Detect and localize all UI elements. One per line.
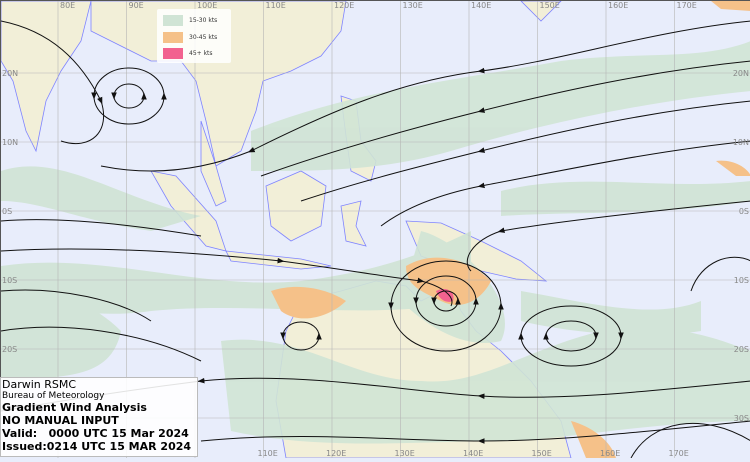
issued-time: Issued:0214 UTC 15 MAR 2024 — [2, 440, 192, 453]
latitude-label: 0S — [739, 207, 749, 216]
legend-swatch — [163, 31, 183, 43]
latitude-label: 20S — [2, 345, 17, 354]
longitude-label: 80E — [60, 1, 75, 10]
info-box: Darwin RSMC Bureau of Meteorology Gradie… — [0, 377, 198, 457]
streamlines — [0, 20, 750, 459]
longitude-label: 170E — [669, 449, 689, 458]
latitude-labels-left: 20N 10N 0S 10S 20S — [2, 69, 18, 354]
wind-speed-legend: 15-30 kts 30-45 kts 45+ kts — [157, 9, 231, 63]
land-sulawesi — [340, 200, 367, 247]
longitude-label: 150E — [540, 1, 560, 10]
latitude-label: 0S — [2, 207, 12, 216]
longitude-label: 160E — [600, 449, 620, 458]
legend-label: 15-30 kts — [189, 16, 218, 24]
longitude-label: 130E — [395, 449, 415, 458]
latitude-label: 10N — [733, 138, 749, 147]
land-borneo — [265, 170, 327, 242]
legend-label: 30-45 kts — [189, 33, 218, 41]
longitude-label: 140E — [463, 449, 483, 458]
product-title: Gradient Wind Analysis — [2, 401, 147, 414]
longitude-label: 160E — [608, 1, 628, 10]
office-name: Darwin RSMC — [2, 378, 77, 391]
longitude-label: 130E — [403, 1, 423, 10]
latitude-label: 20S — [734, 345, 749, 354]
latitude-label: 20N — [733, 69, 749, 78]
legend-item-45-plus: 45+ kts — [163, 47, 213, 59]
latitude-labels-right: 20N 10N 0S 10S 20S 30S — [733, 69, 749, 423]
longitude-labels-bottom: 110E 120E 130E 140E 150E 160E 170E — [258, 449, 689, 458]
legend-swatch — [163, 14, 183, 26]
latitude-label: 10S — [734, 276, 749, 285]
agency-name: Bureau of Meteorology — [2, 391, 105, 401]
legend-swatch — [163, 47, 183, 59]
legend-item-15-30: 15-30 kts — [163, 14, 217, 26]
latitude-label: 20N — [2, 69, 18, 78]
longitude-label: 120E — [334, 1, 354, 10]
latitude-label: 10N — [2, 138, 18, 147]
legend-item-30-45: 30-45 kts — [163, 31, 217, 43]
longitude-label: 150E — [532, 449, 552, 458]
longitude-label: 110E — [258, 449, 278, 458]
latitude-label: 30S — [734, 414, 749, 423]
valid-time: Valid: 0000 UTC 15 Mar 2024 — [2, 427, 189, 440]
input-note: NO MANUAL INPUT — [2, 414, 119, 427]
latitude-label: 10S — [2, 276, 17, 285]
longitude-label: 110E — [266, 1, 286, 10]
longitude-label: 100E — [197, 1, 217, 10]
longitude-label: 140E — [471, 1, 491, 10]
longitude-label: 90E — [129, 1, 144, 10]
longitude-labels-top: 80E 90E 100E 110E 120E 130E 140E 150E 160E 170E — [60, 1, 697, 10]
land-india — [0, 0, 92, 153]
legend-label: 45+ kts — [189, 49, 213, 57]
longitude-label: 120E — [326, 449, 346, 458]
land-japan — [520, 0, 562, 22]
longitude-label: 170E — [677, 1, 697, 10]
